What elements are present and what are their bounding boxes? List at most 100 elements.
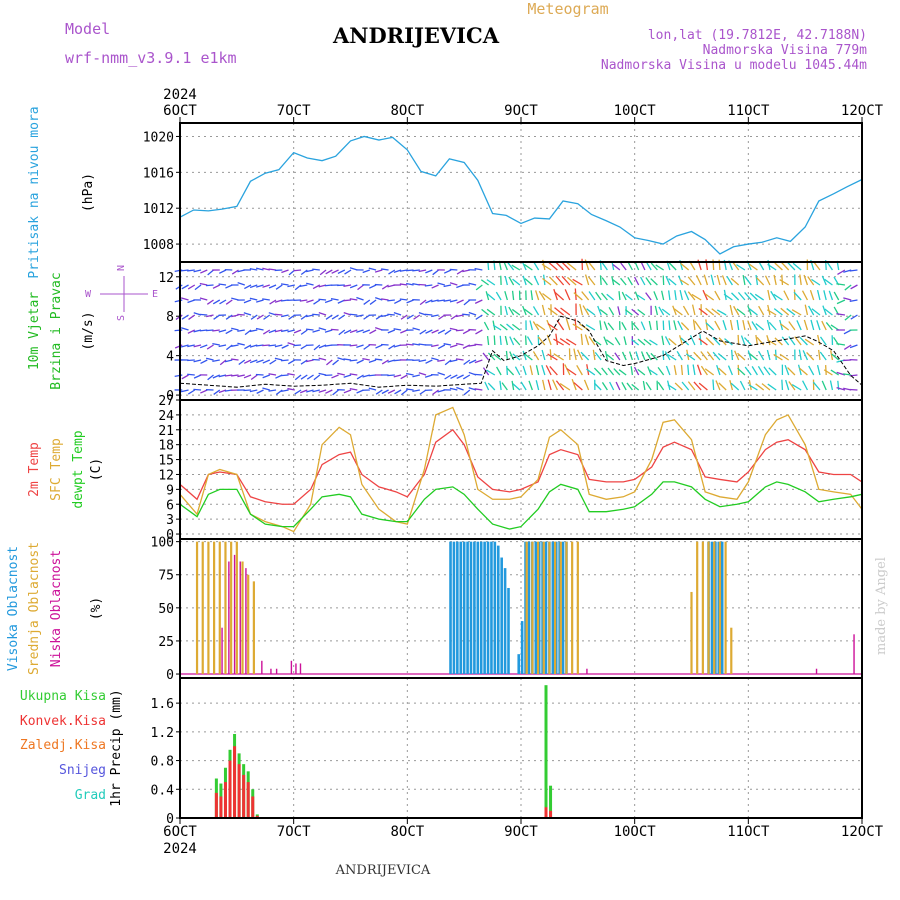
wind-arrow (556, 319, 565, 331)
wind-arrow (474, 373, 483, 376)
wind-arrow (601, 382, 608, 391)
wind-arrow (412, 343, 420, 346)
wind-arrow (480, 279, 489, 286)
wind-arrow (579, 303, 584, 316)
wind-arrow (319, 269, 327, 276)
wind-arrow (724, 338, 733, 346)
wind-arrow (499, 323, 508, 331)
wind-arrow (729, 304, 734, 316)
wind-arrow (306, 299, 314, 304)
wind-arrow (565, 318, 571, 331)
wind-arrow (617, 306, 621, 316)
wind-arrow (509, 351, 515, 361)
bar-mark (507, 587, 510, 675)
wind-arrow (262, 359, 271, 364)
wind-arrow (462, 329, 471, 335)
x-tick-label-top: 6OCT (163, 103, 197, 119)
wind-arrow (437, 329, 446, 334)
wind-arrow (349, 388, 358, 391)
wind-arrow (193, 374, 202, 379)
wind-arrow (318, 344, 327, 349)
bar-mark (295, 663, 297, 675)
compass-rose: N W E S (85, 265, 158, 321)
wind-arrow (499, 335, 502, 346)
wind-arrow (779, 323, 790, 331)
wind-arrow (648, 320, 652, 331)
bar-mark (496, 545, 500, 675)
wind-arrow (541, 364, 546, 376)
wind-arrow (280, 389, 289, 393)
wind-arrow (237, 342, 245, 346)
wind-arrow (281, 269, 289, 274)
wind-arrow (606, 353, 615, 361)
wind-arrow (755, 323, 765, 331)
wind-arrow (766, 339, 777, 346)
wind-arrow (522, 275, 527, 286)
wind-arrow (849, 344, 858, 349)
bar-mark (537, 541, 541, 675)
wind-arrow (262, 298, 270, 301)
wind-arrow (829, 380, 834, 391)
wind-arrow (206, 357, 214, 361)
panel-cloud: 0 25 50 75 100 Visoka Oblacnost Srednja Oblacn… (6, 536, 863, 683)
bar-mark (724, 541, 727, 675)
wind-arrow (567, 276, 577, 286)
wind-arrow (830, 350, 834, 361)
wind-arrow (487, 382, 496, 391)
wind-arrow (355, 314, 364, 318)
wind-arrow (732, 261, 740, 271)
x-axis: 6OCT 6OCT 7OCT 7OCT 8OCT 8OCT 9OCT 9OCT 10OCT 10O… (163, 87, 883, 857)
wind-arrow (554, 261, 565, 271)
wind-arrow (511, 380, 515, 391)
wind-arrow (312, 284, 321, 290)
y-tick-label: 4 (166, 350, 174, 365)
wind-arrow (833, 291, 840, 301)
wind-arrow (628, 351, 634, 361)
wind-arrow (647, 366, 652, 376)
wind-arrow (637, 308, 646, 316)
wind-arrow (665, 275, 671, 286)
wind-arrow (526, 336, 533, 346)
wind-arrow (774, 349, 777, 361)
wind-arrow (381, 359, 389, 365)
wind-arrow (449, 299, 458, 303)
y-axis-label: SFC Temp (49, 438, 64, 501)
wind-arrow (268, 373, 277, 376)
wind-arrow (566, 262, 577, 271)
y-tick-label: 1.2 (151, 726, 174, 741)
wind-arrow (225, 314, 233, 320)
wind-arrow (331, 374, 339, 379)
wind-arrow (205, 329, 214, 332)
wind-arrow (431, 344, 439, 348)
wind-arrow (808, 365, 815, 376)
wind-arrow (685, 353, 696, 361)
wind-arrow (287, 372, 295, 376)
wind-arrow (612, 263, 621, 271)
bar-mark (554, 541, 557, 675)
wind-arrow (487, 293, 496, 301)
wind-arrow (573, 292, 583, 301)
wind-arrow (269, 359, 277, 365)
compass-west: W (85, 289, 92, 300)
wind-arrow (576, 364, 583, 376)
wind-arrow (817, 334, 821, 346)
wind-arrow (180, 344, 189, 348)
wind-arrow (463, 359, 471, 366)
wind-arrow (406, 282, 414, 286)
wind-arrow (737, 291, 746, 301)
wind-arrow (791, 309, 802, 316)
wind-arrow (205, 314, 214, 318)
bar-mark (237, 764, 241, 818)
wind-arrow (231, 327, 239, 331)
y-axis-label: dewpt Temp (71, 430, 86, 508)
wind-arrow (682, 305, 690, 316)
wind-arrow (536, 323, 546, 331)
wind-arrow (620, 262, 627, 271)
wind-arrow (243, 312, 252, 316)
wind-arrow (631, 339, 640, 346)
y-tick-label: 8 (166, 310, 174, 325)
wind-arrow (643, 338, 652, 346)
wind-arrow (754, 293, 765, 301)
wind-arrow (274, 329, 283, 333)
